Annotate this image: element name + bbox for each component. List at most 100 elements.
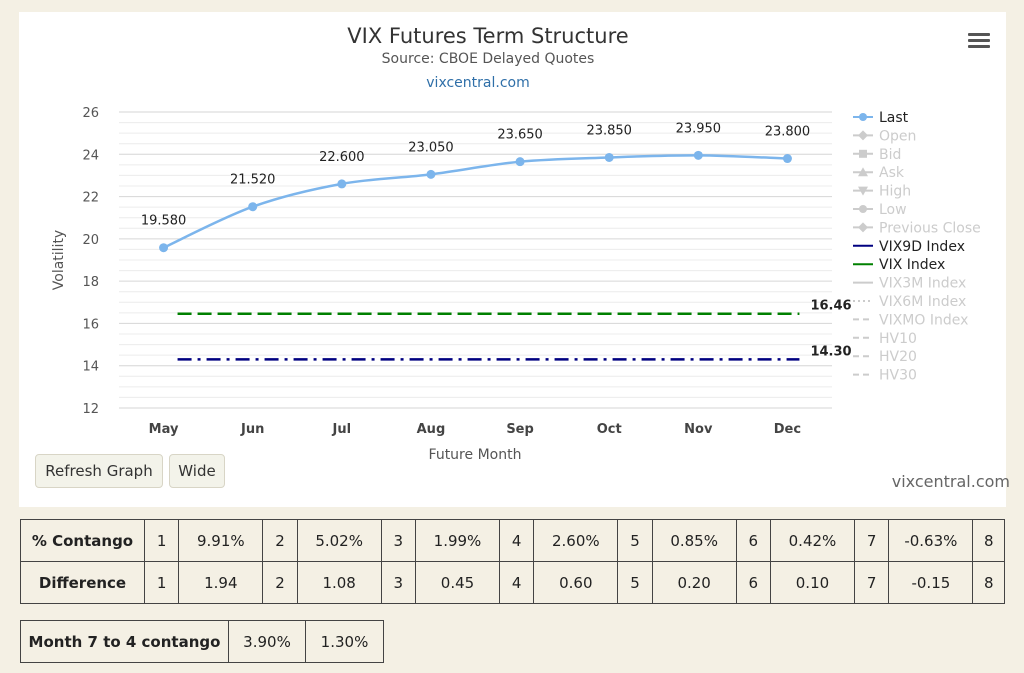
value-cell: 0.42% bbox=[769, 519, 855, 562]
month-index-cell: 3 bbox=[380, 519, 416, 562]
y-tick-label: 20 bbox=[82, 233, 99, 248]
wide-button[interactable]: Wide bbox=[169, 454, 225, 488]
month-contango-row: Month 7 to 4 contango 3.90% 1.30% bbox=[20, 620, 384, 663]
legend-item-previous-close[interactable]: Previous Close bbox=[853, 220, 981, 236]
hamburger-menu-icon[interactable] bbox=[968, 31, 990, 51]
legend-marker bbox=[858, 130, 868, 141]
chart-subtitle: Source: CBOE Delayed Quotes bbox=[382, 51, 595, 67]
legend-item-hv10[interactable]: HV10 bbox=[853, 331, 917, 347]
series-end-label: 14.30 bbox=[810, 344, 851, 359]
legend-item-vixmo-index[interactable]: VIXMO Index bbox=[853, 312, 968, 328]
y-tick-label: 12 bbox=[82, 402, 99, 417]
value-cell: 0.45 bbox=[414, 561, 500, 604]
month-index-cell: 7 bbox=[853, 561, 890, 604]
month-index-cell: 2 bbox=[262, 561, 298, 604]
data-point bbox=[693, 150, 703, 160]
data-label: 22.600 bbox=[319, 150, 365, 165]
legend-item-high[interactable]: High bbox=[853, 184, 911, 200]
legend-label: VIX9D Index bbox=[879, 239, 965, 255]
legend-item-bid[interactable]: Bid bbox=[853, 147, 901, 163]
row-label: Difference bbox=[20, 561, 145, 604]
data-label: 21.520 bbox=[230, 173, 276, 188]
x-tick-label: Jul bbox=[332, 422, 352, 437]
data-point bbox=[159, 243, 169, 253]
legend-item-vix3m-index[interactable]: VIX3M Index bbox=[853, 276, 966, 292]
y-tick-label: 16 bbox=[82, 317, 99, 332]
month-index-cell: 8 bbox=[972, 561, 1005, 604]
chart-source-link[interactable]: vixcentral.com bbox=[426, 75, 529, 91]
month-index-cell: 5 bbox=[617, 561, 653, 604]
value-cell: 0.20 bbox=[651, 561, 737, 604]
legend-label: Open bbox=[879, 128, 916, 144]
month-index-cell: 6 bbox=[735, 519, 771, 562]
legend-item-last[interactable]: Last bbox=[853, 110, 909, 126]
value-cell: 9.91% bbox=[178, 519, 264, 562]
value-cell: 0.10 bbox=[769, 561, 855, 604]
series-line-last bbox=[163, 154, 788, 249]
data-label: 23.950 bbox=[676, 121, 722, 136]
legend-marker bbox=[859, 205, 867, 213]
legend-label: VIXMO Index bbox=[879, 312, 968, 328]
month-index-cell: 4 bbox=[498, 519, 535, 562]
month-contango-table: Month 7 to 4 contango 3.90% 1.30% bbox=[20, 620, 384, 663]
data-point bbox=[248, 202, 258, 212]
legend-item-ask[interactable]: Ask bbox=[853, 165, 905, 181]
legend-item-vix6m-index[interactable]: VIX6M Index bbox=[853, 294, 966, 310]
month-contango-value: 1.30% bbox=[305, 620, 384, 663]
data-label: 19.580 bbox=[141, 214, 187, 229]
contango-row: Difference 1 1.94 2 1.08 3 0.45 4 0.60 5 0.20 6 0.10… bbox=[20, 561, 1005, 604]
legend-marker bbox=[858, 167, 868, 177]
data-point bbox=[604, 152, 614, 162]
x-tick-label: Sep bbox=[506, 422, 534, 437]
legend-label: Bid bbox=[879, 147, 901, 163]
month-index-cell: 4 bbox=[498, 561, 535, 604]
x-tick-label: Dec bbox=[774, 422, 801, 437]
data-point bbox=[426, 169, 436, 179]
series-end-label: 16.46 bbox=[810, 299, 851, 314]
data-point bbox=[782, 154, 792, 164]
refresh-graph-button[interactable]: Refresh Graph bbox=[35, 454, 163, 488]
month-contango-label: Month 7 to 4 contango bbox=[20, 620, 229, 663]
legend-item-hv20[interactable]: HV20 bbox=[853, 349, 917, 365]
month-index-cell: 6 bbox=[735, 561, 771, 604]
x-tick-label: Oct bbox=[597, 422, 622, 437]
y-tick-label: 18 bbox=[82, 275, 99, 290]
legend-item-hv30[interactable]: HV30 bbox=[853, 368, 917, 384]
legend-item-open[interactable]: Open bbox=[853, 128, 916, 144]
data-label: 23.650 bbox=[497, 128, 543, 143]
legend-label: HV10 bbox=[879, 331, 917, 347]
row-label: % Contango bbox=[20, 519, 145, 562]
value-cell: 2.60% bbox=[533, 519, 619, 562]
legend-label: High bbox=[879, 184, 911, 200]
legend-label: HV20 bbox=[879, 349, 917, 365]
legend-label: Low bbox=[879, 202, 907, 218]
value-cell: 1.94 bbox=[178, 561, 264, 604]
credit-link[interactable]: vixcentral.com bbox=[891, 472, 1010, 491]
chart-panel: VIX Futures Term Structure Source: CBOE … bbox=[19, 12, 1006, 507]
legend-label: VIX Index bbox=[879, 257, 945, 273]
data-label: 23.850 bbox=[586, 123, 632, 138]
contango-table: % Contango 1 9.91% 2 5.02% 3 1.99% 4 2.60% 5 0.85%… bbox=[20, 519, 1005, 604]
value-cell: 1.08 bbox=[296, 561, 382, 604]
legend-marker bbox=[859, 113, 867, 121]
contango-row: % Contango 1 9.91% 2 5.02% 3 1.99% 4 2.60% 5 0.85%… bbox=[20, 519, 1005, 562]
y-tick-label: 22 bbox=[82, 191, 99, 206]
value-cell: -0.63% bbox=[888, 519, 974, 562]
legend-item-vix-index[interactable]: VIX Index bbox=[853, 257, 945, 273]
month-index-cell: 1 bbox=[143, 519, 180, 562]
legend-label: HV30 bbox=[879, 368, 917, 384]
data-label: 23.050 bbox=[408, 140, 454, 155]
x-tick-label: Nov bbox=[684, 422, 713, 437]
value-cell: 5.02% bbox=[296, 519, 382, 562]
y-tick-label: 14 bbox=[82, 360, 99, 375]
month-index-cell: 1 bbox=[143, 561, 180, 604]
month-index-cell: 2 bbox=[262, 519, 298, 562]
data-label: 23.800 bbox=[765, 125, 811, 140]
legend-item-low[interactable]: Low bbox=[853, 202, 907, 218]
legend-label: Previous Close bbox=[879, 220, 981, 236]
value-cell: 0.60 bbox=[533, 561, 619, 604]
legend-marker bbox=[858, 222, 868, 233]
legend-item-vix9d-index[interactable]: VIX9D Index bbox=[853, 239, 965, 255]
data-point bbox=[337, 179, 347, 189]
value-cell: 1.99% bbox=[414, 519, 500, 562]
